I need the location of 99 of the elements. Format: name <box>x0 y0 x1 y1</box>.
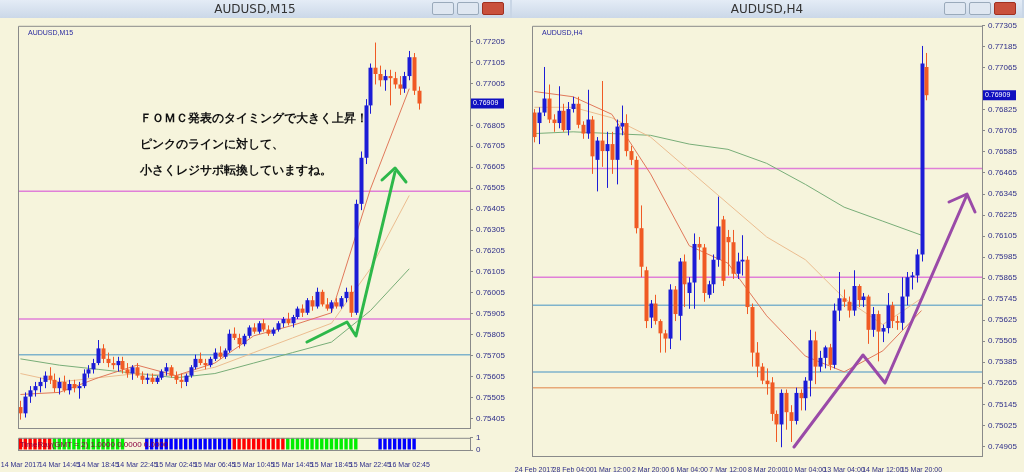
y-tick-label: 0.76825 <box>988 105 1018 115</box>
candlestick <box>789 404 794 443</box>
candlestick <box>837 271 842 322</box>
candlestick <box>663 329 668 354</box>
candlestick <box>82 368 87 389</box>
y-tick-label: 0.76205 <box>476 246 506 256</box>
candlestick <box>620 105 625 136</box>
candlestick <box>818 350 823 373</box>
y-tick-label: 0.77305 <box>988 21 1018 30</box>
candlestick <box>890 301 895 329</box>
candlestick <box>388 69 393 106</box>
y-tick-label: 0.75385 <box>988 357 1018 367</box>
chart-subtitle: AUDUSD,M15 <box>0 0 510 18</box>
y-tick-label: 0.75505 <box>476 392 506 402</box>
y-tick-label: 0.77105 <box>476 57 506 67</box>
y-tick-label: 0.75705 <box>476 350 506 360</box>
y-tick-label: 0.77065 <box>988 63 1018 73</box>
y-tick-label: 0.75605 <box>476 371 506 381</box>
candlestick <box>349 285 354 318</box>
candlestick <box>23 391 28 419</box>
y-tick-label: 0.76705 <box>988 126 1018 136</box>
candlestick <box>378 65 383 88</box>
candlestick <box>755 341 760 378</box>
y-tick-label: 0.74905 <box>988 441 1018 451</box>
candlestick <box>52 373 57 393</box>
candlestick <box>658 318 663 354</box>
y-tick-label: 0.75865 <box>988 273 1018 283</box>
candlestick <box>760 362 765 385</box>
y-tick-label: 0.76705 <box>476 141 506 151</box>
candlestick <box>886 292 891 334</box>
candlestick <box>561 103 566 133</box>
candlestick <box>566 101 571 136</box>
candlestick <box>629 145 634 166</box>
candlestick <box>803 376 808 411</box>
y-tick-label: 0 <box>476 445 481 455</box>
y-tick-label: 0.76225 <box>988 210 1018 220</box>
candlestick <box>417 86 422 111</box>
candlestick <box>610 131 615 175</box>
candlestick <box>828 343 833 371</box>
y-tick-label: 0.75745 <box>988 294 1018 304</box>
candlestick <box>101 343 106 364</box>
annotation: 小さくレジサポ転換していますね。 <box>139 162 332 177</box>
candlestick <box>600 80 605 168</box>
y-tick-label: 0.75805 <box>476 329 506 339</box>
candlestick <box>799 388 804 411</box>
candlestick <box>687 276 692 310</box>
candlestick <box>784 388 789 431</box>
y-tick-label: 0.76105 <box>988 231 1018 241</box>
y-tick-label: 0.75625 <box>988 315 1018 325</box>
y-tick-label: 0.76105 <box>476 267 506 277</box>
candlestick <box>682 253 687 308</box>
chart-subtitle: AUDUSD,H4 <box>512 0 1022 18</box>
candlestick <box>227 329 232 354</box>
candlestick <box>649 299 654 329</box>
y-tick-label: 0.75405 <box>476 413 506 423</box>
y-tick-label: 0.75145 <box>988 399 1018 409</box>
candlestick <box>407 50 412 81</box>
candlestick <box>605 131 610 189</box>
y-tick-label: 0.77205 <box>476 36 506 46</box>
y-tick-label: 1 <box>476 433 481 442</box>
y-tick-label: 0.76005 <box>476 288 506 298</box>
y-tick-label: 0.75505 <box>988 336 1018 346</box>
candlestick <box>653 294 658 326</box>
candlestick <box>595 136 600 192</box>
annotation: ピンクのラインに対して、 <box>140 136 284 151</box>
y-tick-label: 0.76345 <box>988 189 1018 199</box>
y-tick-label: 0.76405 <box>476 204 506 214</box>
annotation: ＦＯＭＣ発表のタイミングで大きく上昇！ <box>140 110 368 125</box>
y-tick-label: 0.76605 <box>476 162 506 172</box>
y-tick-label: 0.76305 <box>476 225 506 235</box>
y-tick-label: 0.75985 <box>988 252 1018 262</box>
y-tick-label: 0.77185 <box>988 42 1018 52</box>
candlestick <box>823 345 828 369</box>
candlestick <box>315 287 320 310</box>
candlestick <box>576 96 581 129</box>
candlestick <box>586 89 591 140</box>
candlestick <box>871 306 876 338</box>
candlestick <box>876 310 881 362</box>
candlestick <box>847 296 852 319</box>
candlestick <box>537 106 542 145</box>
y-tick-label: 0.76505 <box>476 183 506 193</box>
candlestick <box>383 69 388 92</box>
candlestick <box>398 75 403 96</box>
candlestick <box>96 339 101 366</box>
y-tick-label: 0.76805 <box>476 120 506 130</box>
candlestick <box>373 42 378 85</box>
candlestick <box>18 400 23 421</box>
candlestick <box>402 71 407 94</box>
y-tick-label: 0.76585 <box>988 147 1018 157</box>
y-tick-label: 0.76465 <box>988 168 1018 178</box>
y-tick-label: 0.75025 <box>988 420 1018 430</box>
candlestick <box>542 66 547 117</box>
candlestick <box>547 84 552 124</box>
y-tick-label: 0.77005 <box>476 78 506 88</box>
y-tick-label: 0.75905 <box>476 309 506 319</box>
candlestick <box>905 271 910 306</box>
candlestick <box>915 248 920 284</box>
candlestick <box>557 85 562 129</box>
y-tick-label: 0.75265 <box>988 378 1018 388</box>
